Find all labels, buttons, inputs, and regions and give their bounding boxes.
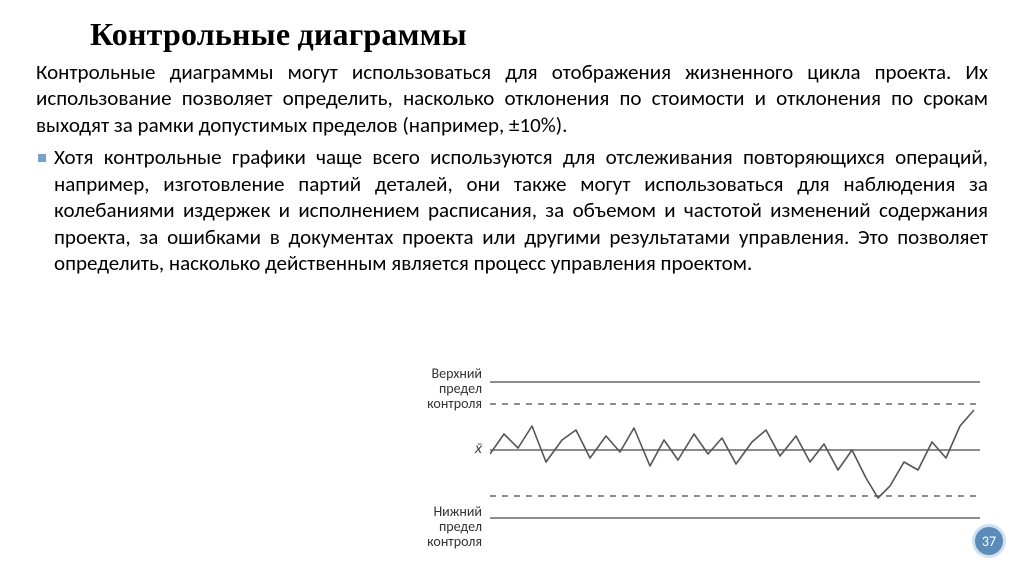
- bullet-square-icon: [38, 154, 46, 162]
- upper-limit-label: Верхнийпределконтроля: [427, 366, 482, 411]
- chart-axis-labels: Верхнийпределконтроля x̄ Нижнийпределкон…: [390, 370, 482, 540]
- lower-limit-label: Нижнийпределконтроля: [427, 504, 482, 549]
- intro-paragraph: Контрольные диаграммы могут использовать…: [36, 59, 988, 138]
- bullet-item: Хотя контрольные графики чаще всего испо…: [36, 144, 988, 276]
- control-chart: Верхнийпределконтроля x̄ Нижнийпределкон…: [390, 370, 990, 540]
- chart-plot: [490, 370, 980, 530]
- slide-title: Контрольные диаграммы: [90, 16, 988, 53]
- page-number-badge: 37: [972, 524, 1006, 558]
- page-number: 37: [982, 533, 996, 550]
- mean-label: x̄: [475, 441, 482, 456]
- bullet-text: Хотя контрольные графики чаще всего испо…: [54, 144, 988, 276]
